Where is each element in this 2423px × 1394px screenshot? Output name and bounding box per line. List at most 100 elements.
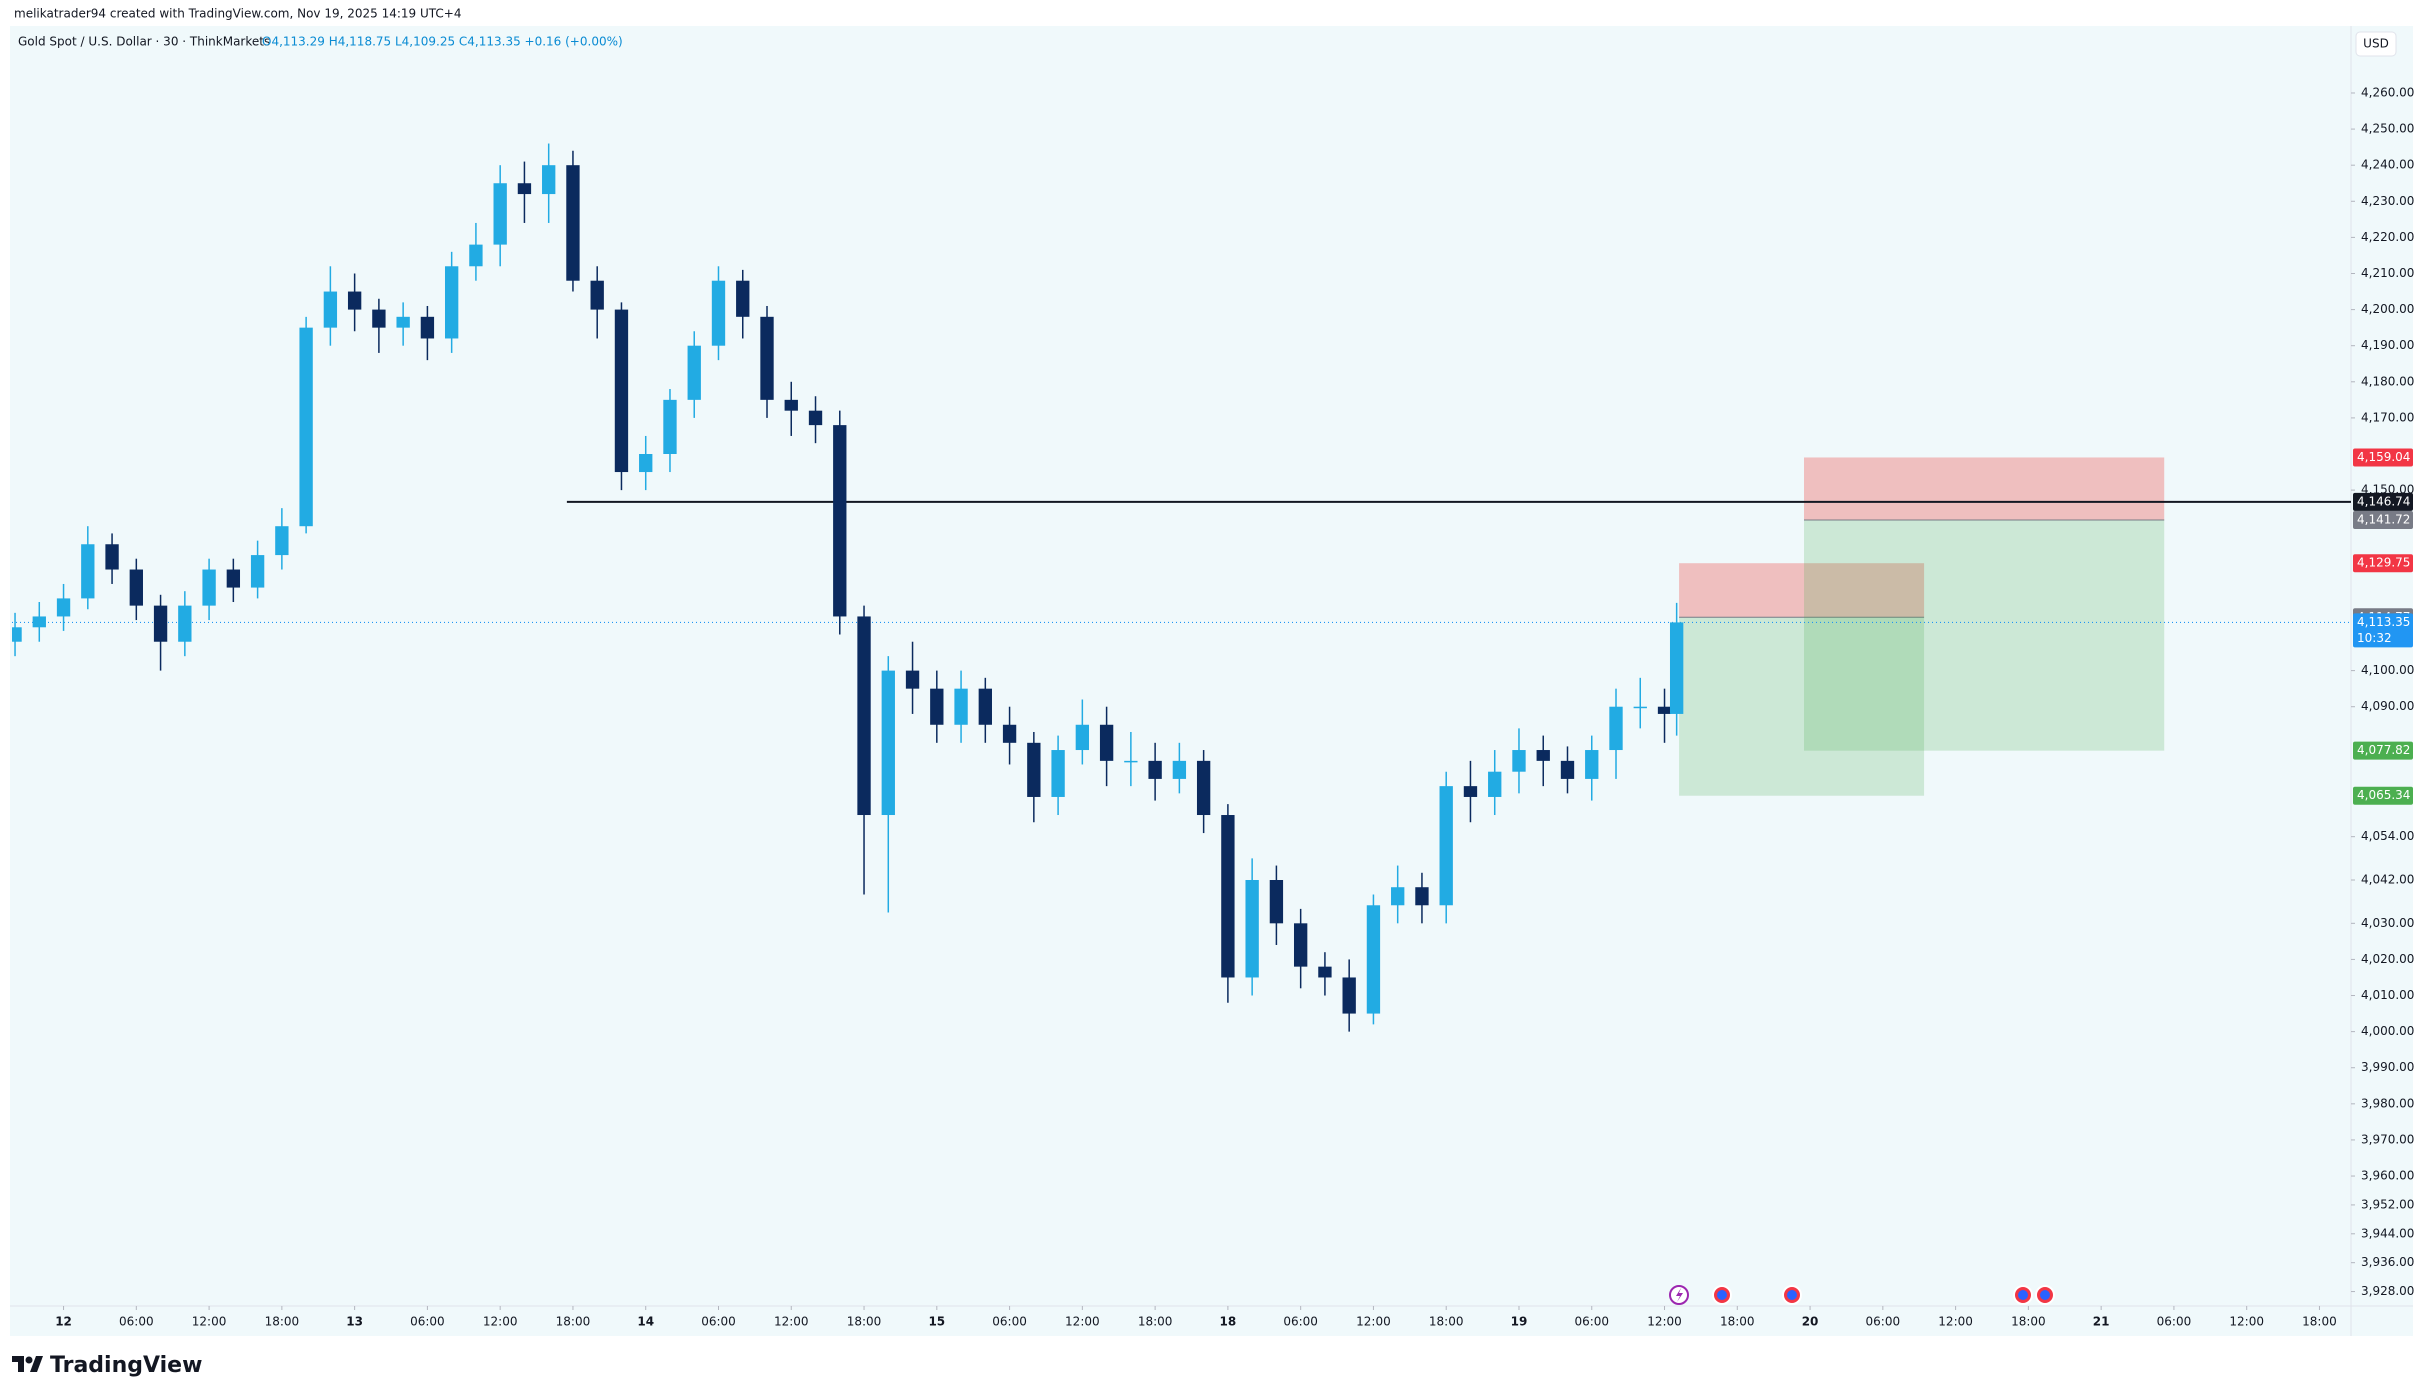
x-tick-label: 18:00 — [1138, 1315, 1173, 1329]
candle-body — [129, 569, 143, 606]
price-marker — [2353, 613, 2413, 648]
candle-body — [1391, 887, 1405, 906]
candle-body — [1221, 815, 1235, 978]
x-tick-label: 06:00 — [701, 1315, 736, 1329]
candle-body — [1124, 760, 1138, 763]
currency[interactable]: USD — [2363, 37, 2389, 51]
candle-body — [1172, 760, 1187, 779]
x-tick-label: 18:00 — [2302, 1315, 2337, 1329]
price-marker — [2353, 492, 2413, 511]
candle-body — [56, 598, 71, 617]
candle-body — [881, 670, 895, 816]
y-tick-label: 4,030.00 — [2361, 916, 2414, 930]
candle-body — [905, 670, 920, 689]
stop-zone — [1679, 563, 1925, 618]
candle-body — [1027, 742, 1041, 797]
x-tick-label: 12:00 — [192, 1315, 227, 1329]
x-tick-label: 12:00 — [1065, 1315, 1100, 1329]
logo-text[interactable]: TradingView — [50, 1353, 202, 1378]
y-tick-label: 4,200.00 — [2361, 302, 2414, 316]
x-tick-label: 12:00 — [774, 1315, 809, 1329]
price-marker-label: 4,077.82 — [2357, 743, 2410, 757]
y-tick-label: 4,220.00 — [2361, 230, 2414, 244]
x-tick-label: 06:00 — [1866, 1315, 1901, 1329]
x-tick-label: 14 — [637, 1315, 654, 1329]
candle-body — [954, 688, 968, 725]
price-marker — [2353, 786, 2413, 805]
candle-body — [469, 244, 483, 267]
candle-body — [105, 544, 119, 570]
symbol-title: Gold Spot / U.S. Dollar · 30 · ThinkMark… — [18, 35, 270, 49]
price-marker-label: 4,141.72 — [2357, 512, 2410, 526]
candle-body — [857, 616, 871, 816]
candle-body — [299, 327, 313, 527]
candle-body — [614, 309, 629, 473]
x-tick-label: 18:00 — [1720, 1315, 1755, 1329]
y-tick-label: 3,928.00 — [2361, 1284, 2414, 1298]
candle-body — [1415, 887, 1429, 906]
candle-body — [1269, 880, 1284, 924]
event-flag — [1787, 1290, 1797, 1300]
x-tick-label: 12 — [55, 1315, 72, 1329]
y-tick-label: 4,190.00 — [2361, 338, 2414, 352]
price-marker — [2353, 510, 2413, 529]
candle-body — [420, 316, 435, 339]
logo[interactable]: TradingView — [12, 1353, 202, 1378]
candle-body — [1488, 771, 1502, 797]
y-tick-label: 4,090.00 — [2361, 699, 2414, 713]
y-tick-label: 3,944.00 — [2361, 1226, 2414, 1240]
price-marker-label: 4,159.04 — [2357, 450, 2410, 464]
price-marker — [2353, 741, 2413, 760]
candle-body — [347, 291, 362, 310]
candle-body — [1536, 750, 1550, 761]
candle-body — [1463, 786, 1478, 797]
y-tick-label: 4,100.00 — [2361, 663, 2414, 677]
y-tick-label: 4,020.00 — [2361, 952, 2414, 966]
candle-body — [687, 345, 701, 400]
candle-body — [639, 454, 653, 473]
candle-body — [178, 605, 192, 642]
y-tick-label: 4,260.00 — [2361, 85, 2414, 99]
candle-body — [808, 410, 823, 426]
x-tick-label: 06:00 — [992, 1315, 1027, 1329]
candle-body — [590, 280, 604, 310]
logo-dot — [25, 1356, 33, 1364]
candle-body — [1293, 923, 1308, 967]
candle-body — [1657, 706, 1672, 714]
x-tick-label: 12:00 — [1356, 1315, 1391, 1329]
candle-body — [1585, 750, 1599, 779]
event-flag — [2040, 1290, 2050, 1300]
x-tick-label: 06:00 — [119, 1315, 154, 1329]
candle-body — [736, 280, 750, 317]
candle-body — [1633, 706, 1647, 709]
y-tick-label: 4,000.00 — [2361, 1024, 2414, 1038]
candle-body — [566, 165, 580, 281]
x-tick-label: 18:00 — [1429, 1315, 1464, 1329]
candle-body — [1609, 706, 1623, 751]
ohlc-legend: O4,113.29 H4,118.75 L4,109.25 C4,113.35 … — [262, 35, 623, 49]
x-tick-label: 20 — [1802, 1315, 1819, 1329]
logo-mark — [12, 1356, 43, 1372]
y-tick-label: 3,936.00 — [2361, 1255, 2414, 1269]
x-tick-label: 15 — [928, 1315, 945, 1329]
candle-body — [12, 627, 22, 642]
x-tick-label: 06:00 — [1574, 1315, 1609, 1329]
candle-body — [323, 291, 338, 328]
candle-body — [711, 280, 726, 346]
x-tick-label: 18 — [1220, 1315, 1237, 1329]
candle-body — [1366, 905, 1381, 1014]
price-marker-label: 4,129.75 — [2357, 556, 2410, 570]
y-tick-label: 4,250.00 — [2361, 122, 2414, 136]
candle-body — [153, 605, 168, 642]
x-tick-label: 18:00 — [556, 1315, 591, 1329]
candle-body — [1669, 622, 1684, 714]
candle-body — [32, 616, 46, 628]
plot-background — [10, 26, 2413, 1336]
event-icons[interactable] — [1669, 1285, 2055, 1305]
currency-box[interactable] — [2355, 31, 2397, 57]
candle-body — [226, 569, 241, 588]
candle-body — [275, 526, 289, 556]
y-tick-label: 4,240.00 — [2361, 158, 2414, 172]
